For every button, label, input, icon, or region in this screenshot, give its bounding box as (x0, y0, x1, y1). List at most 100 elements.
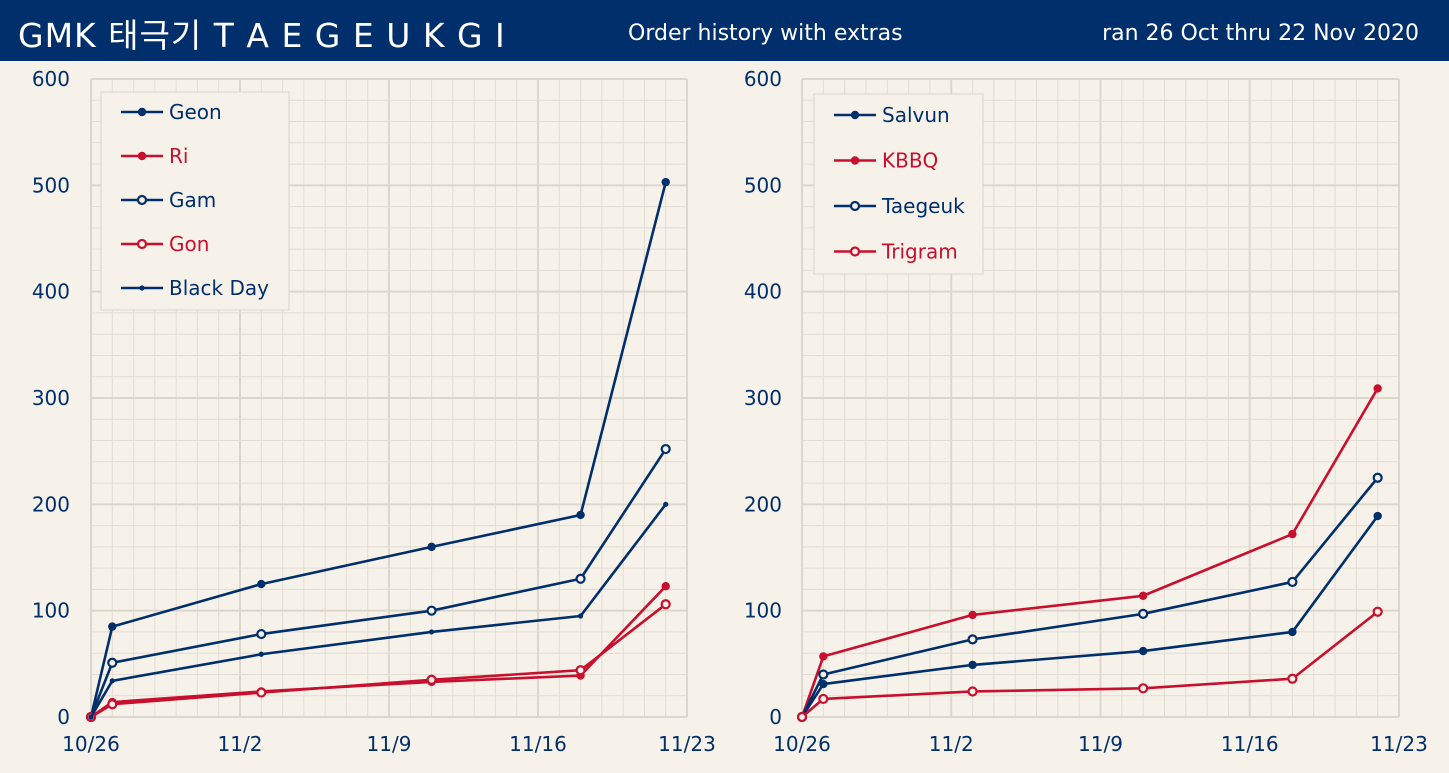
data-point (109, 678, 115, 684)
legend-label: Black Day (169, 276, 269, 300)
x-tick-label: 10/26 (62, 732, 120, 756)
series-line (800, 515, 1379, 718)
data-point (576, 510, 585, 520)
data-point (575, 573, 586, 584)
data-point (107, 657, 118, 668)
legend-marker (137, 107, 147, 117)
data-point (258, 651, 264, 657)
x-tick-label: 10/26 (773, 732, 831, 756)
data-point (819, 679, 828, 689)
data-point (968, 660, 977, 670)
chart-panel-2: 0 100 200 300 400 500 600 10/26 11/2 11/9 11/16 11/… (744, 67, 1428, 756)
legend-label: KBBQ (882, 149, 938, 173)
data-point (1138, 608, 1149, 619)
x-tick-label: 11/16 (1221, 732, 1279, 756)
y-tick-label: 300 (32, 386, 70, 410)
chart-panel-1: 0 100 200 300 400 500 600 10/26 11/2 11/9 11/16 11/… (32, 67, 716, 756)
data-point (88, 714, 94, 720)
data-point (660, 443, 671, 455)
y-tick-label: 400 (744, 280, 782, 304)
data-point (428, 629, 435, 635)
y-tick-label: 100 (32, 599, 70, 623)
series-trigram (796, 606, 1383, 723)
series-line (800, 387, 1379, 718)
legend-label: Geon (169, 100, 222, 124)
data-point (1138, 646, 1148, 656)
data-point (108, 622, 117, 631)
series-line (801, 610, 1379, 718)
data-point (818, 669, 829, 680)
legend-marker (849, 246, 861, 257)
data-point (1288, 627, 1297, 637)
data-point (256, 687, 267, 698)
data-point (818, 693, 829, 705)
header-banner: GMK 태극기 T A E G E U K G I Order history … (0, 0, 1449, 61)
y-tick-label: 0 (769, 705, 782, 729)
series-gon (85, 599, 671, 723)
data-point (427, 542, 436, 552)
data-point (796, 711, 808, 723)
legend-label: Ri (169, 144, 188, 168)
x-tick-label: 11/2 (929, 732, 974, 756)
data-point (107, 699, 118, 710)
series-gam (85, 443, 671, 723)
data-point (426, 605, 437, 616)
data-point (1138, 591, 1148, 600)
series-line (89, 448, 667, 718)
data-point (1373, 511, 1382, 521)
data-point (1138, 683, 1149, 694)
data-point (1287, 576, 1298, 588)
legend-marker (849, 200, 861, 212)
chart-subtitle: Order history with extras (628, 21, 903, 46)
series-line (800, 476, 1379, 718)
data-point (661, 177, 670, 187)
series-line (89, 503, 667, 718)
legend-label: Salvun (882, 103, 950, 127)
legend-marker (137, 151, 147, 161)
y-tick-label: 500 (32, 173, 70, 197)
data-point (663, 501, 669, 507)
legend-label: Gon (169, 232, 209, 256)
legend-marker (850, 156, 860, 165)
series-black-day (88, 501, 669, 720)
data-point (257, 579, 266, 589)
x-tick-label: 11/9 (367, 732, 412, 756)
chart-title: GMK 태극기 T A E G E U K G I (18, 16, 506, 55)
data-point (577, 613, 584, 619)
data-point (967, 634, 978, 645)
data-point (968, 610, 977, 620)
legend-marker (850, 110, 860, 120)
data-point (661, 582, 670, 591)
data-point (256, 628, 267, 640)
series-line (89, 181, 667, 718)
y-tick-label: 600 (744, 67, 782, 91)
legend-marker (136, 238, 148, 250)
y-tick-label: 400 (32, 280, 70, 304)
legend-label: Trigram (881, 240, 958, 264)
legend: Geon Ri Gam Gon Black Day (100, 91, 290, 311)
data-point (967, 686, 978, 697)
x-tick-label: 11/23 (1370, 732, 1428, 756)
legend-marker (139, 285, 145, 291)
data-point (1373, 384, 1382, 393)
y-tick-label: 200 (32, 492, 70, 516)
y-tick-label: 600 (32, 67, 70, 91)
y-tick-label: 100 (744, 599, 782, 623)
data-point (426, 674, 437, 685)
series-kbbq (797, 384, 1382, 722)
x-tick-label: 11/2 (218, 732, 263, 756)
y-tick-label: 300 (744, 386, 782, 410)
y-tick-label: 0 (57, 705, 70, 729)
legend: Salvun KBBQ Taegeuk Trigram (813, 93, 984, 275)
data-point (1372, 472, 1383, 483)
legend-label: Gam (169, 188, 216, 212)
data-point (575, 665, 586, 676)
data-point (1372, 606, 1383, 617)
legend-box (813, 93, 984, 275)
series-taegeuk (796, 472, 1383, 723)
series-line (90, 603, 667, 719)
legend-label: Taegeuk (881, 194, 965, 218)
date-range-label: ran 26 Oct thru 22 Nov 2020 (1102, 21, 1419, 46)
data-point (660, 599, 671, 610)
y-tick-label: 200 (744, 492, 782, 516)
